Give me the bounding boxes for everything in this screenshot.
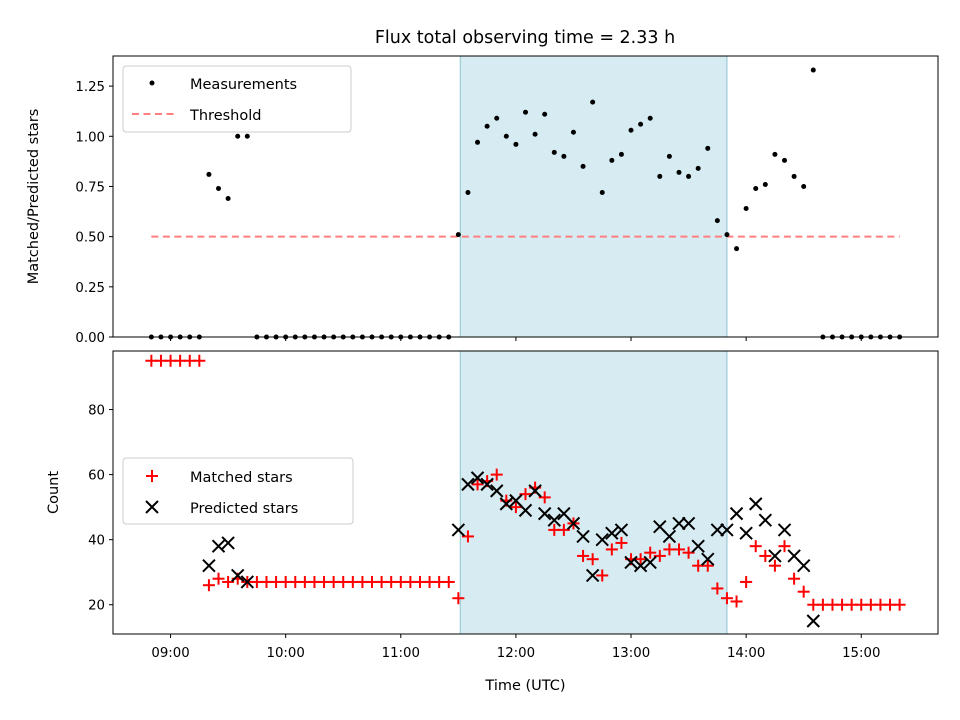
y-tick-label: 60: [88, 469, 105, 484]
x-tick-label: 10:00: [267, 646, 305, 661]
legend-predicted-label: Predicted stars: [190, 501, 298, 517]
x-tick-label: 11:00: [382, 646, 420, 661]
x-tick-label: 15:00: [842, 646, 880, 661]
legend-measurements-label: Measurements: [190, 77, 297, 93]
legend-matched-label: Matched stars: [190, 470, 293, 486]
measurement-point: [475, 140, 480, 145]
measurement-point: [676, 170, 681, 175]
measurement-point: [715, 218, 720, 223]
chart-figure: Flux total observing time = 2.33 h 0.00 0…: [0, 0, 960, 720]
measurement-point: [696, 166, 701, 171]
measurement-point: [782, 158, 787, 163]
measurement-point: [552, 150, 557, 155]
legend-threshold-label: Threshold: [189, 108, 261, 124]
measurement-point: [542, 112, 547, 117]
measurement-point: [619, 152, 624, 157]
bottom-y-axis-label: Count: [46, 471, 62, 514]
bottom-legend: Matched stars Predicted stars: [123, 458, 353, 524]
legend-measurement-marker: [150, 81, 155, 86]
measurement-point: [763, 182, 768, 187]
measurement-point: [456, 232, 461, 237]
y-tick-label: 0.50: [75, 231, 105, 246]
measurement-point: [705, 146, 710, 151]
measurement-point: [753, 186, 758, 191]
measurement-point: [513, 142, 518, 147]
measurement-point: [485, 124, 490, 129]
y-tick-label: 40: [88, 534, 105, 549]
measurement-point: [581, 164, 586, 169]
measurement-point: [504, 134, 509, 139]
measurement-point: [216, 186, 221, 191]
y-tick-label: 0.75: [75, 180, 105, 195]
measurement-point: [533, 132, 538, 137]
measurement-point: [648, 116, 653, 121]
measurement-point: [206, 172, 211, 177]
measurement-point: [811, 68, 816, 73]
measurement-point: [724, 232, 729, 237]
x-tick-label: 12:00: [497, 646, 535, 661]
measurement-point: [657, 174, 662, 179]
measurement-point: [629, 128, 634, 133]
x-tick-label: 14:00: [727, 646, 765, 661]
chart-title: Flux total observing time = 2.33 h: [375, 28, 675, 48]
measurement-point: [772, 152, 777, 157]
x-tick-label: 13:00: [612, 646, 650, 661]
top-highlight-span: [460, 56, 727, 337]
y-tick-label: 1.00: [75, 130, 105, 145]
measurement-point: [571, 130, 576, 135]
measurement-point: [609, 158, 614, 163]
y-tick-label: 0.00: [75, 331, 105, 346]
measurement-point: [686, 174, 691, 179]
y-tick-label: 0.25: [75, 281, 105, 296]
measurement-point: [523, 110, 528, 115]
measurement-point: [245, 134, 250, 139]
top-legend: Measurements Threshold: [123, 66, 351, 132]
measurement-point: [465, 190, 470, 195]
bottom-highlight-span: [460, 351, 727, 634]
x-tick-label: 09:00: [151, 646, 189, 661]
measurement-point: [600, 190, 605, 195]
measurement-point: [561, 154, 566, 159]
x-axis-label: Time (UTC): [484, 678, 565, 694]
measurement-point: [494, 116, 499, 121]
measurement-point: [226, 196, 231, 201]
measurement-point: [667, 154, 672, 159]
measurement-point: [235, 134, 240, 139]
measurement-point: [792, 174, 797, 179]
measurement-point: [734, 246, 739, 251]
measurement-point: [744, 206, 749, 211]
measurement-point: [590, 100, 595, 105]
y-tick-label: 1.25: [75, 80, 105, 95]
measurement-point: [801, 184, 806, 189]
y-tick-label: 80: [88, 404, 105, 419]
top-y-axis-label: Matched/Predicted stars: [26, 109, 42, 285]
y-tick-label: 20: [88, 599, 105, 614]
measurement-point: [638, 122, 643, 127]
